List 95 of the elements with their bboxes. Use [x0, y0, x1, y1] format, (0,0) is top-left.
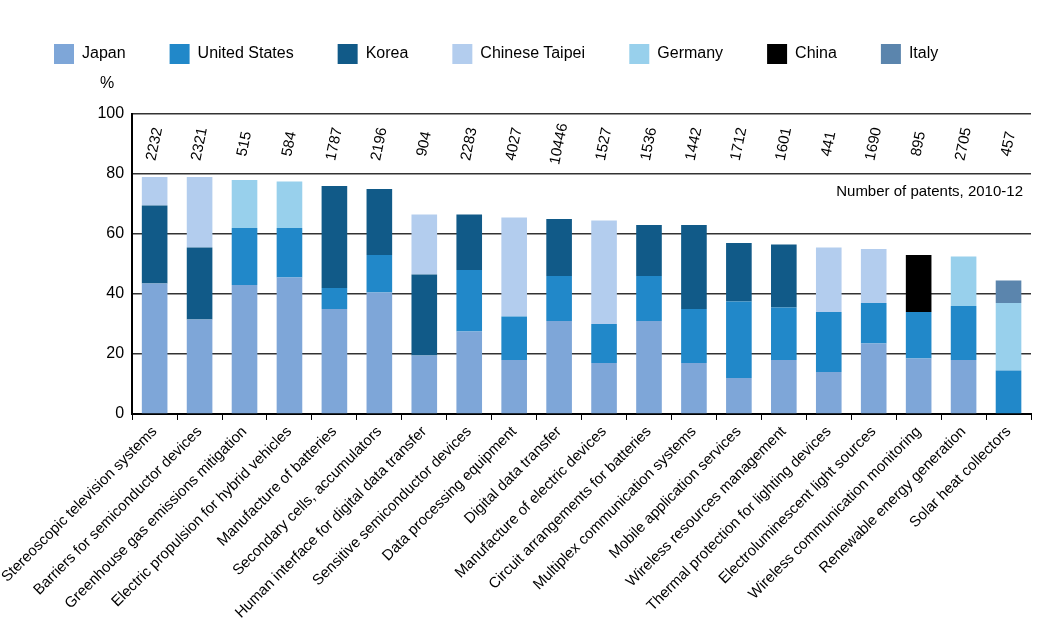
bar	[681, 308, 707, 363]
bar	[321, 185, 348, 288]
bar	[501, 316, 527, 360]
annotation: 1712	[725, 125, 750, 162]
bar	[995, 302, 1022, 371]
y-tick-label: 40	[106, 284, 125, 302]
annotation: 2232	[141, 125, 166, 162]
legend-label: Germany	[657, 44, 724, 62]
bar	[501, 217, 527, 317]
y-axis-title: %	[100, 74, 115, 92]
bar	[411, 355, 438, 414]
legend-label: China	[795, 44, 837, 62]
bar	[681, 224, 707, 309]
legend-label: Italy	[908, 44, 939, 62]
annotation: 1527	[591, 125, 615, 162]
bar	[186, 319, 213, 414]
bar	[231, 284, 258, 414]
bar	[905, 311, 932, 359]
bar	[231, 179, 258, 228]
bar	[771, 359, 797, 414]
y-tick-label: 0	[115, 404, 125, 422]
annotation: 1601	[770, 125, 795, 162]
bar	[905, 358, 932, 414]
bar	[860, 343, 887, 414]
bar	[950, 305, 977, 360]
bar	[905, 254, 932, 312]
bar	[546, 275, 572, 321]
bar	[591, 362, 617, 414]
annotation: 2196	[366, 125, 390, 162]
bar	[366, 254, 393, 293]
annotation: 457	[996, 129, 1019, 158]
legend-label: Japan	[82, 44, 126, 62]
annotation: 2283	[456, 125, 480, 162]
legend-label: Chinese Taipei	[480, 44, 586, 62]
bar	[815, 247, 842, 312]
bar	[321, 308, 348, 414]
bar	[591, 220, 617, 324]
bar	[860, 302, 887, 344]
bar	[726, 301, 752, 378]
bar	[186, 247, 213, 320]
bar	[366, 292, 393, 414]
bar	[771, 307, 797, 360]
bar	[456, 269, 483, 332]
bar	[276, 227, 303, 278]
bar	[726, 377, 752, 414]
bar	[141, 176, 168, 206]
bar	[231, 227, 258, 285]
bar	[815, 371, 842, 414]
legend-label: United States	[197, 44, 294, 62]
bar	[186, 176, 213, 248]
annotation: 4027	[501, 125, 525, 162]
bar	[276, 181, 303, 228]
bar	[815, 311, 842, 372]
annotation: 904	[412, 129, 434, 158]
bar	[995, 370, 1022, 414]
annotation: 1690	[860, 125, 885, 162]
legend-label: Korea	[365, 44, 409, 62]
bar	[995, 280, 1022, 303]
bar	[456, 214, 483, 270]
bar	[546, 320, 572, 414]
bar	[771, 244, 797, 308]
y-tick-label: 20	[106, 344, 125, 362]
annotation: Number of patents, 2010-12	[836, 182, 1023, 200]
bar	[501, 359, 527, 414]
bar	[950, 256, 977, 306]
annotation: 515	[232, 129, 255, 158]
annotation: 1787	[321, 125, 345, 162]
bar	[276, 277, 303, 414]
bar	[636, 275, 662, 321]
bar	[141, 205, 168, 284]
bar	[726, 242, 752, 302]
bar	[456, 331, 483, 414]
annotation: 2705	[950, 125, 974, 162]
annotation: 10446	[545, 121, 571, 166]
y-tick-label: 60	[106, 224, 125, 242]
y-tick-label: 100	[97, 104, 125, 122]
bar	[411, 214, 438, 275]
annotation: 584	[277, 129, 299, 158]
bar	[141, 283, 168, 414]
bar	[546, 218, 572, 276]
annotation: 2321	[186, 125, 210, 162]
y-tick-label: 80	[106, 164, 125, 182]
annotation: 1442	[680, 125, 705, 162]
annotation: 1536	[635, 125, 660, 162]
bar	[366, 188, 393, 255]
annotation: 441	[816, 129, 839, 158]
bar	[636, 224, 662, 276]
bar	[636, 320, 662, 414]
bar	[950, 359, 977, 414]
bar	[411, 274, 438, 356]
bar	[681, 362, 707, 414]
bar	[860, 248, 887, 303]
bar	[591, 323, 617, 363]
bar	[321, 287, 348, 309]
annotation: 895	[906, 129, 929, 158]
